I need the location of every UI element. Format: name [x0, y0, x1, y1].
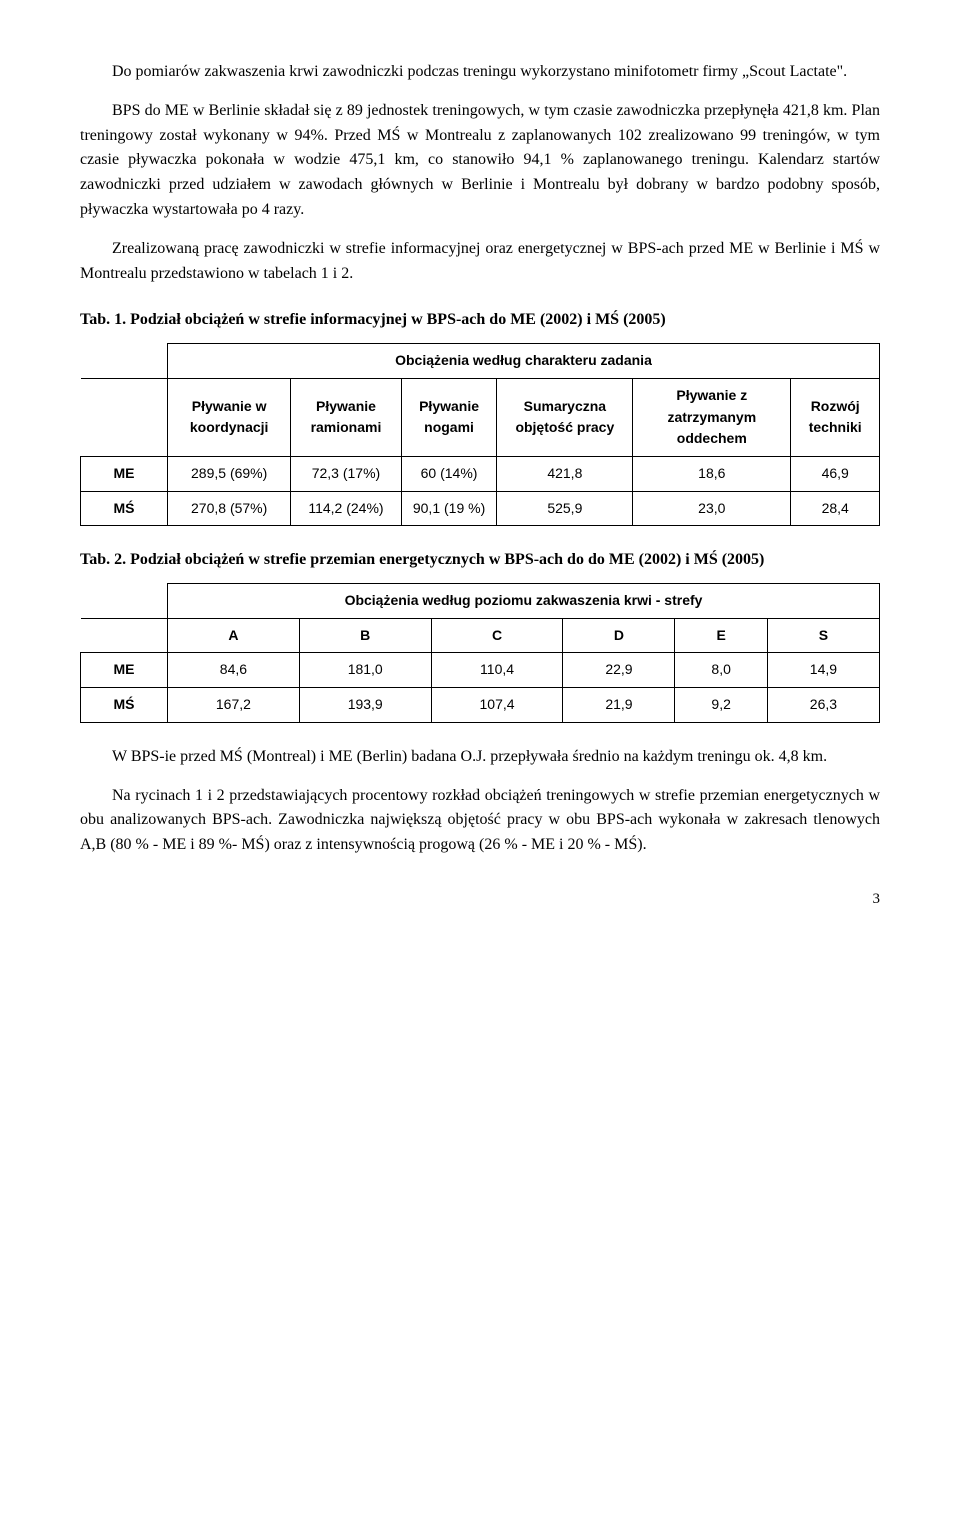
table2-cell: 167,2: [168, 688, 300, 723]
table2-cell: 110,4: [431, 653, 563, 688]
table2-col-0: A: [168, 618, 300, 653]
table2-empty-corner2: [81, 618, 168, 653]
table1-row0-label: ME: [81, 456, 168, 491]
table2-col-2: C: [431, 618, 563, 653]
table2-cell: 22,9: [563, 653, 675, 688]
table2-cell: 181,0: [299, 653, 431, 688]
table1-empty-corner2: [81, 378, 168, 456]
table1-cell: 421,8: [497, 456, 633, 491]
table2-empty-corner: [81, 584, 168, 619]
table2-cell: 84,6: [168, 653, 300, 688]
table2-col-5: S: [767, 618, 879, 653]
table1-cell: 46,9: [791, 456, 880, 491]
table1-cell: 18,6: [633, 456, 791, 491]
table1-caption: Tab. 1. Podział obciążeń w strefie infor…: [80, 308, 880, 333]
table1-span-header: Obciążenia według charakteru zadania: [168, 344, 880, 379]
table2-row0-label: ME: [81, 653, 168, 688]
table2-col-1: B: [299, 618, 431, 653]
table2-col-4: E: [675, 618, 767, 653]
table1-col-0: Pływanie w koordynacji: [168, 378, 291, 456]
table1-col-3: Sumaryczna objętość pracy: [497, 378, 633, 456]
table1-col-1: Pływanie ramionami: [291, 378, 401, 456]
paragraph-1: Do pomiarów zakwaszenia krwi zawodniczki…: [80, 60, 880, 85]
table-row: ME 289,5 (69%) 72,3 (17%) 60 (14%) 421,8…: [81, 456, 880, 491]
paragraph-5: Na rycinach 1 i 2 przedstawiających proc…: [80, 784, 880, 858]
table1-cell: 72,3 (17%): [291, 456, 401, 491]
table-row: ME 84,6 181,0 110,4 22,9 8,0 14,9: [81, 653, 880, 688]
table1-empty-corner: [81, 344, 168, 379]
table1-cell: 28,4: [791, 491, 880, 526]
table2-cell: 193,9: [299, 688, 431, 723]
table-row: MŚ 270,8 (57%) 114,2 (24%) 90,1 (19 %) 5…: [81, 491, 880, 526]
table2-caption: Tab. 2. Podział obciążeń w strefie przem…: [80, 548, 880, 573]
table1-cell: 60 (14%): [401, 456, 497, 491]
table1-cell: 23,0: [633, 491, 791, 526]
table2-cell: 9,2: [675, 688, 767, 723]
table-row: MŚ 167,2 193,9 107,4 21,9 9,2 26,3: [81, 688, 880, 723]
table2-cell: 21,9: [563, 688, 675, 723]
table1-cell: 525,9: [497, 491, 633, 526]
table2-span-header: Obciążenia według poziomu zakwaszenia kr…: [168, 584, 880, 619]
table2-cell: 107,4: [431, 688, 563, 723]
table1-cell: 114,2 (24%): [291, 491, 401, 526]
table1-cell: 90,1 (19 %): [401, 491, 497, 526]
table1-col-5: Rozwój techniki: [791, 378, 880, 456]
table2-cell: 8,0: [675, 653, 767, 688]
table-2: Obciążenia według poziomu zakwaszenia kr…: [80, 583, 880, 723]
table2-cell: 14,9: [767, 653, 879, 688]
table1-row1-label: MŚ: [81, 491, 168, 526]
table1-col-2: Pływanie nogami: [401, 378, 497, 456]
table2-cell: 26,3: [767, 688, 879, 723]
table2-row1-label: MŚ: [81, 688, 168, 723]
paragraph-2: BPS do ME w Berlinie składał się z 89 je…: [80, 99, 880, 223]
table2-col-3: D: [563, 618, 675, 653]
paragraph-4: W BPS-ie przed MŚ (Montreal) i ME (Berli…: [80, 745, 880, 770]
table1-col-4: Pływanie z zatrzymanym oddechem: [633, 378, 791, 456]
page-number: 3: [80, 888, 880, 911]
table-1: Obciążenia według charakteru zadania Pły…: [80, 343, 880, 526]
paragraph-3: Zrealizowaną pracę zawodniczki w strefie…: [80, 237, 880, 287]
table1-cell: 270,8 (57%): [168, 491, 291, 526]
table1-cell: 289,5 (69%): [168, 456, 291, 491]
